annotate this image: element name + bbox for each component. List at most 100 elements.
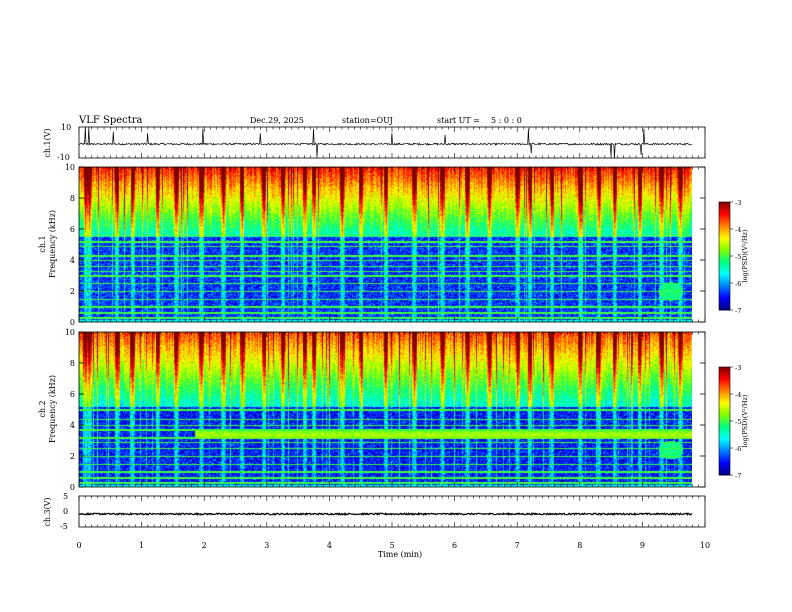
colorbar-segment: [719, 288, 730, 291]
colorbar-segment: [719, 257, 730, 261]
colorbar-segment: [719, 467, 730, 471]
colorbar-segment: [719, 439, 730, 442]
colorbar-segment: [719, 232, 730, 235]
colorbar-tick-label--4: -4: [735, 391, 741, 399]
ch2-spectrogram-panel: 0 2 4 6 8 10 ch.2 Frequency (kHz): [38, 328, 706, 492]
colorbar-segment: [719, 239, 730, 243]
colorbar-segment: [719, 259, 730, 262]
colorbar-segment: [719, 455, 730, 458]
colorbar-segment: [719, 449, 730, 453]
colorbar-segment: [719, 368, 730, 372]
ch1-waveform-panel: 10 -10 ch.1(V): [43, 123, 706, 162]
colorbar-segment: [719, 403, 730, 406]
colorbar-segment: [719, 367, 730, 370]
colorbar-segment: [719, 283, 730, 286]
colorbar-segment: [719, 279, 730, 282]
colorbar-tick-label--5: -5: [735, 418, 741, 426]
ch1-frame: [78, 126, 706, 159]
colorbar-segment: [719, 277, 730, 280]
ch1-trace: [78, 126, 693, 159]
colorbar-segment: [719, 430, 730, 433]
x-tick-label-3: 3: [264, 541, 269, 550]
colorbar-segment: [719, 205, 730, 208]
colorbar-segment: [719, 390, 730, 393]
colorbar-segment: [719, 247, 730, 250]
colorbar-segment: [719, 413, 730, 417]
colorbar-segment: [719, 281, 730, 284]
x-tick-label-8: 8: [577, 541, 582, 550]
colorbar-segment: [719, 214, 730, 217]
ch2-spec-ytick-label-4: 4: [70, 421, 75, 430]
ch3-waveform-panel: 5 0 -5 ch.3(V): [43, 492, 706, 531]
ch2-spectrogram-image: [79, 332, 692, 487]
colorbar-segment: [719, 408, 730, 411]
colorbar-segment: [719, 410, 730, 413]
colorbar-segment: [719, 225, 730, 228]
figure-title: VLF Spectra: [78, 115, 143, 126]
colorbar-segment: [719, 440, 730, 444]
colorbar-tick-label--6: -6: [735, 445, 741, 453]
colorbar-segment: [719, 211, 730, 214]
colorbar-segment: [719, 297, 730, 300]
colorbar-segment: [719, 376, 730, 379]
ch1-spec-ytick-label-6: 6: [70, 225, 75, 234]
colorbar-segment: [719, 406, 730, 409]
colorbar-segment: [719, 448, 730, 451]
colorbar-tick-label--7: -7: [735, 472, 741, 480]
colorbar-segment: [719, 254, 730, 257]
colorbar-segment: [719, 265, 730, 268]
colorbar-segment: [719, 256, 730, 259]
colorbar-segment: [719, 223, 730, 226]
colorbar-segment: [719, 428, 730, 431]
colorbar-ch1: -3 -4 -5 -6 -7 log(PSD)(V²/Hz): [718, 199, 749, 315]
colorbar-segment: [719, 466, 730, 469]
colorbar-segment: [719, 442, 730, 445]
ch2-spec-ytick-label-0: 0: [70, 483, 75, 492]
colorbar-segment: [719, 202, 730, 205]
colorbar-segment: [719, 386, 730, 390]
date-label: Dec.29, 2025: [250, 116, 304, 125]
colorbar-segment: [719, 379, 730, 382]
ch3-ytick-mid: 0: [63, 507, 68, 516]
colorbar-segment: [719, 266, 730, 270]
colorbar-segment: [719, 241, 730, 244]
colorbar-tick-label--5: -5: [735, 253, 741, 261]
colorbar-segment: [719, 372, 730, 375]
x-tick-label-4: 4: [327, 541, 332, 550]
colorbar-label: log(PSD)(V²/Hz): [741, 394, 749, 447]
ch3-frame: [78, 495, 706, 528]
colorbar-segment: [719, 272, 730, 275]
colorbar-segment: [719, 473, 730, 476]
colorbar-segment: [719, 216, 730, 219]
ch3-ylabel: ch.3(V): [43, 497, 52, 526]
ch2-spec-ytick-label-8: 8: [70, 359, 75, 368]
colorbar-segment: [719, 274, 730, 277]
colorbar-ch2: -3 -4 -5 -6 -7 log(PSD)(V²/Hz): [718, 364, 749, 480]
colorbar-segment: [719, 464, 730, 467]
colorbar-segment: [719, 284, 730, 288]
colorbar-segment: [719, 417, 730, 420]
colorbar-segment: [719, 238, 730, 241]
ch2-spec-ylabel-frequency: Frequency (kHz): [48, 375, 57, 443]
ch2-spec-ytick-label-10: 10: [65, 328, 75, 337]
colorbar-segment: [719, 295, 730, 298]
station-label: station=OUJ: [342, 116, 393, 125]
colorbar-segment: [719, 275, 730, 279]
colorbar-segment: [719, 460, 730, 463]
colorbar-segment: [719, 292, 730, 295]
colorbar-segment: [719, 212, 730, 216]
ch3-ytick-bottom: -5: [60, 522, 68, 531]
ch2-spec-ytick-label-2: 2: [70, 452, 75, 461]
colorbar-segment: [719, 377, 730, 381]
colorbar-segment: [719, 381, 730, 384]
ch3-ytick-top: 5: [63, 492, 68, 501]
ch1-spectrogram-panel: 0 2 4 6 8 10 ch.1 Frequency (kHz): [38, 163, 706, 327]
x-tick-label-10: 10: [700, 541, 710, 550]
colorbar-segment: [719, 243, 730, 246]
colorbar-segment: [719, 207, 730, 210]
colorbar-segment: [719, 218, 730, 221]
x-axis-label: Time (min): [378, 550, 422, 559]
colorbar-segment: [719, 392, 730, 395]
colorbar-segment: [719, 435, 730, 438]
